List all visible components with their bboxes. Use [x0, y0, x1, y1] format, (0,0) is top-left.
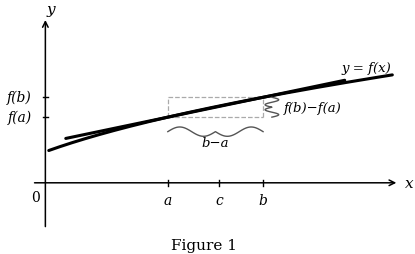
Text: 0: 0	[31, 190, 39, 204]
Text: f(b)−f(a): f(b)−f(a)	[284, 101, 342, 114]
Text: y: y	[46, 3, 55, 17]
Text: c: c	[215, 193, 223, 207]
Text: b: b	[259, 193, 268, 207]
Text: b−a: b−a	[202, 136, 229, 149]
Text: f(b): f(b)	[7, 91, 32, 105]
Text: x: x	[405, 176, 413, 190]
Text: a: a	[164, 193, 172, 207]
Text: Figure 1: Figure 1	[171, 238, 237, 252]
Text: y = f(x): y = f(x)	[341, 62, 391, 75]
Text: f(a): f(a)	[7, 110, 32, 125]
